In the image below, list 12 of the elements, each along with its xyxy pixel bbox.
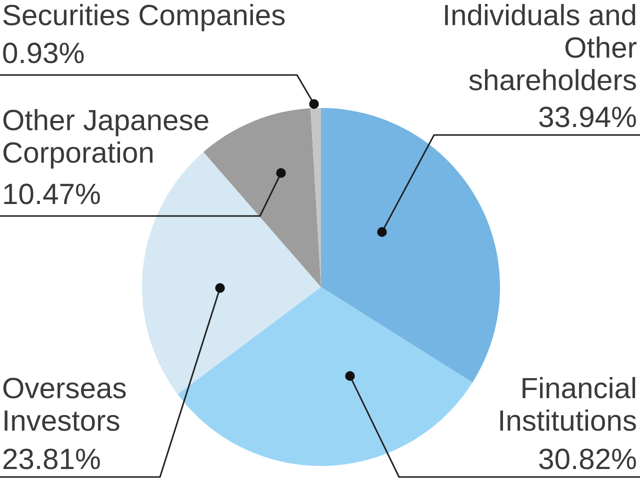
data-label: 0.93% [3, 42, 84, 64]
slice-label: Securities Companies [3, 4, 285, 32]
slice-label: Individuals and Other shareholders [445, 4, 637, 90]
slice-label: Other Japanese Corporation [3, 109, 208, 169]
data-label: 33.94% [539, 106, 636, 128]
data-label: 30.82% [539, 448, 636, 470]
pie-slice [178, 287, 472, 466]
slice-label: Overseas Investors [3, 378, 126, 431]
data-label: 23.81% [3, 448, 100, 470]
pie-slice [321, 108, 500, 382]
slice-label: Financial Institutions [500, 377, 636, 431]
data-label: 10.47% [4, 184, 100, 204]
